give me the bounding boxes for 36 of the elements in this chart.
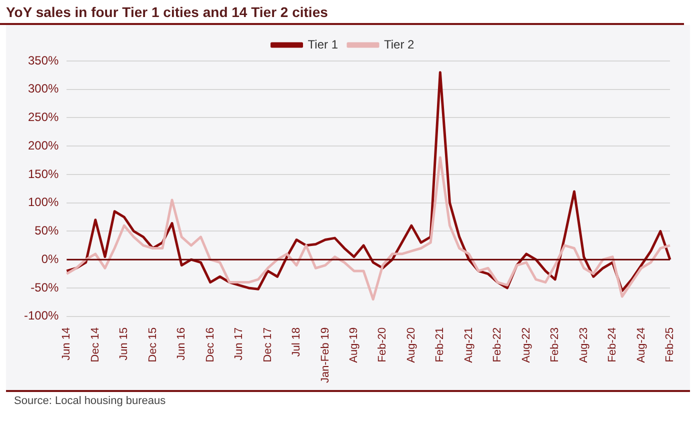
x-tick-label: Aug-22 (520, 327, 532, 363)
y-tick-label: 250% (28, 110, 60, 124)
source-note: Source: Local housing bureaus (6, 390, 690, 410)
x-tick-label: Dec 15 (146, 327, 159, 362)
y-tick-label: 100% (28, 195, 60, 210)
chart-title: YoY sales in four Tier 1 cities and 14 Tier 2 cities (0, 0, 684, 25)
x-tick-label: Feb-23 (549, 327, 562, 362)
y-tick-label: 300% (28, 82, 60, 96)
x-tick-label: Aug-19 (348, 327, 360, 363)
x-tick-label: Feb-25 (664, 327, 676, 362)
y-tick-label: -100% (24, 308, 60, 323)
x-tick-label: Jun 15 (118, 327, 130, 360)
y-tick-label: 0% (41, 252, 60, 266)
x-tick-label: Feb-24 (606, 327, 619, 362)
x-tick-label: Feb-22 (492, 327, 504, 362)
x-tick-label: Aug-21 (462, 327, 475, 363)
x-tick-label: Dec 17 (262, 327, 274, 362)
x-tick-label: Jan-Feb 19 (319, 327, 332, 384)
x-tick-label: Jun 17 (233, 327, 246, 360)
x-tick-label: Aug-20 (405, 327, 418, 363)
y-tick-label: -50% (30, 280, 60, 294)
x-tick-label: Jul 18 (290, 327, 303, 357)
y-tick-label: 350% (28, 53, 60, 68)
y-tick-label: 150% (28, 166, 60, 181)
x-tick-label: Feb-21 (434, 327, 446, 362)
x-tick-label: Aug-23 (578, 327, 590, 363)
x-tick-label: Dec 16 (204, 327, 216, 362)
x-tick-label: Jun 16 (176, 327, 188, 360)
legend-label: Tier 2 (384, 37, 415, 52)
x-tick-label: Jun 14 (60, 327, 73, 360)
x-tick-label: Aug-24 (635, 327, 648, 363)
x-tick-label: Feb-20 (376, 327, 389, 362)
x-tick-label: Dec 14 (89, 327, 102, 362)
y-tick-label: 200% (28, 138, 60, 152)
legend-label: Tier 1 (308, 37, 338, 52)
y-tick-label: 50% (34, 224, 60, 238)
